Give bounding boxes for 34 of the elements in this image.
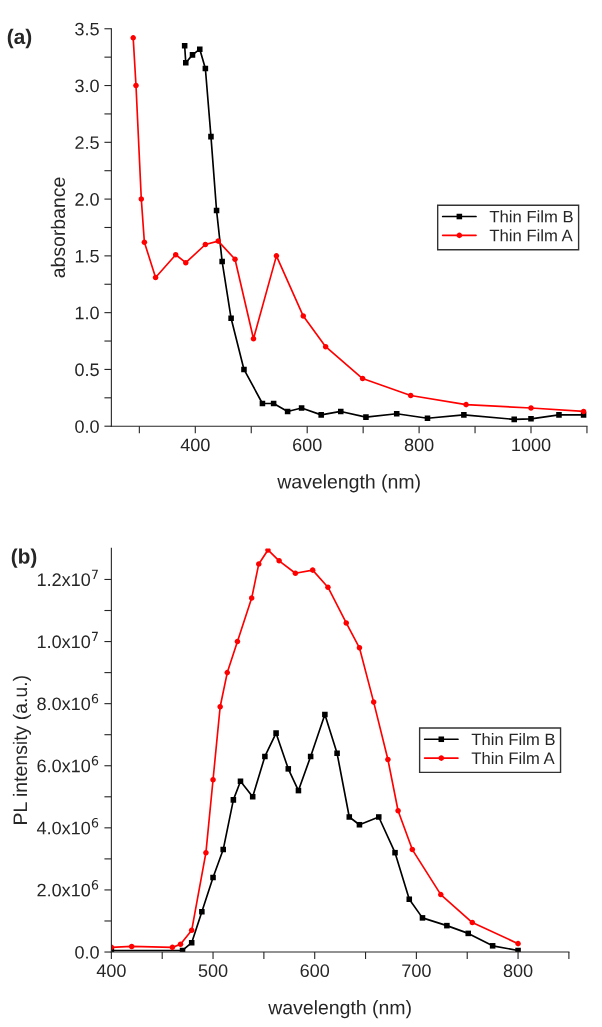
y-tick-label: 1.0x10$^{7}$	[37, 631, 98, 649]
y-tick-label: 3.5	[75, 22, 99, 36]
y-tick-label: 0.0	[75, 420, 99, 433]
x-axis-title: wavelength (nm)	[268, 1000, 411, 1019]
y-tick-label: 8.0x10$^{6}$	[37, 693, 99, 711]
legend-label: Thin Film B	[471, 733, 555, 746]
y-axis-title: PL intensity (a.u.)	[12, 676, 31, 824]
y-tick-label: 1.5	[75, 249, 99, 263]
y-tick-label: 0.5	[75, 363, 99, 377]
text: (b)	[11, 548, 37, 568]
x-axis-title: wavelength (nm)	[277, 474, 420, 493]
y-tick-label: 2.0	[75, 193, 99, 206]
x-tick-label: 800	[404, 438, 434, 452]
y-tick-label: 2.0x10$^{6}$	[37, 880, 99, 897]
y-tick-label: 1.2x10$^{7}$	[37, 569, 98, 587]
legend-label: Thin Film A	[489, 229, 573, 242]
y-axis-title: absorbance	[50, 177, 66, 278]
y-tick-label: 1.0	[75, 306, 99, 320]
y-tick-label: 3.0	[75, 79, 99, 93]
legend-label: Thin Film B	[489, 210, 573, 223]
x-tick-label: 1000	[512, 438, 551, 452]
y-tick-label: 6.0x10$^{6}$	[37, 755, 99, 773]
y-tick-label: 2.5	[75, 136, 99, 150]
x-tick-label: 800	[503, 964, 533, 978]
x-tick-label: 400	[96, 964, 126, 978]
x-tick-label: 600	[300, 964, 330, 978]
y-tick-label: 0.0	[75, 945, 99, 959]
legend-label: Thin Film A	[471, 751, 555, 764]
x-tick-label: 400	[180, 438, 210, 452]
y-tick-label: 4.0x10$^{6}$	[36, 817, 99, 835]
x-tick-label: 500	[198, 964, 228, 978]
x-tick-label: 700	[402, 964, 431, 978]
text: (a)	[7, 28, 32, 49]
x-tick-label: 600	[293, 438, 322, 452]
